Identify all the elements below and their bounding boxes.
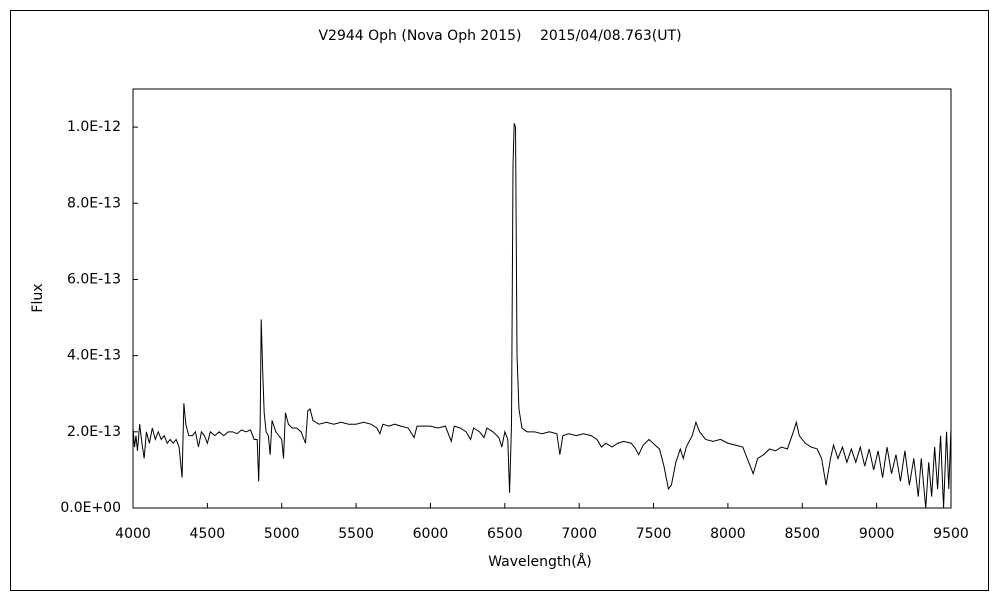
x-tick-label: 5500 (338, 526, 374, 542)
y-axis-label: Flux (30, 283, 46, 312)
x-axis-label: Wavelength(Å) (488, 553, 592, 570)
y-tick-label: 2.0E-13 (67, 424, 121, 440)
x-tick-label: 7000 (561, 526, 597, 542)
x-tick-label: 8500 (784, 526, 820, 542)
y-tick-label: 8.0E-13 (67, 195, 121, 211)
y-tick-label: 1.0E-12 (67, 119, 121, 135)
x-tick-label: 9500 (933, 526, 969, 542)
plot-area (132, 88, 952, 509)
chart-title: V2944 Oph (Nova Oph 2015) 2015/04/08.763… (318, 28, 681, 44)
spectrum-line (132, 123, 952, 509)
y-tick-label: 4.0E-13 (67, 348, 121, 364)
x-tick-label: 4500 (190, 526, 226, 542)
y-tick-label: 0.0E+00 (60, 500, 121, 516)
x-tick-label: 7500 (636, 526, 672, 542)
x-tick-label: 6000 (413, 526, 449, 542)
x-tick-label: 5000 (264, 526, 300, 542)
x-tick-label: 4000 (115, 526, 151, 542)
chart-frame (10, 10, 989, 591)
x-tick-label: 9000 (859, 526, 895, 542)
x-tick-label: 8000 (710, 526, 746, 542)
y-tick-label: 6.0E-13 (67, 271, 121, 287)
x-tick-label: 6500 (487, 526, 523, 542)
